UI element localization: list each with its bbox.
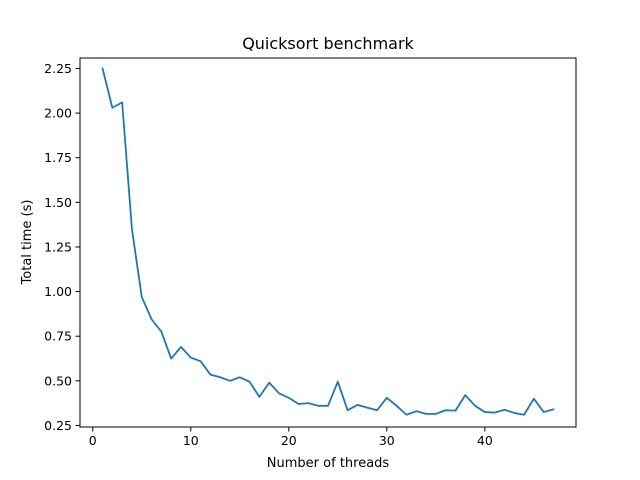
x-tick-label: 40 — [477, 433, 493, 448]
x-tick-label: 10 — [183, 433, 199, 448]
y-tick-label: 1.75 — [44, 150, 72, 165]
y-tick-label: 2.25 — [44, 61, 72, 76]
x-axis-label: Number of threads — [267, 456, 390, 471]
y-axis-label: Total time (s) — [20, 200, 35, 286]
y-tick-label: 0.50 — [44, 373, 72, 388]
x-tick-label: 20 — [281, 433, 297, 448]
y-tick-label: 1.00 — [44, 284, 72, 299]
y-tick-label: 1.25 — [44, 239, 72, 254]
y-tick-label: 2.00 — [44, 106, 72, 121]
axis-ticks: 0 10 20 30 40 0.25 0.50 0.75 1.00 1.25 1.50 1.75 2.0… — [44, 61, 493, 448]
x-tick-label: 0 — [89, 433, 97, 448]
chart-title: Quicksort benchmark — [242, 34, 414, 53]
plot-area — [79, 57, 577, 428]
x-tick-label: 30 — [379, 433, 395, 448]
y-tick-label: 0.75 — [44, 329, 72, 344]
series-line — [101, 67, 555, 416]
y-tick-label: 1.50 — [44, 195, 72, 210]
y-tick-label: 0.25 — [44, 418, 72, 433]
